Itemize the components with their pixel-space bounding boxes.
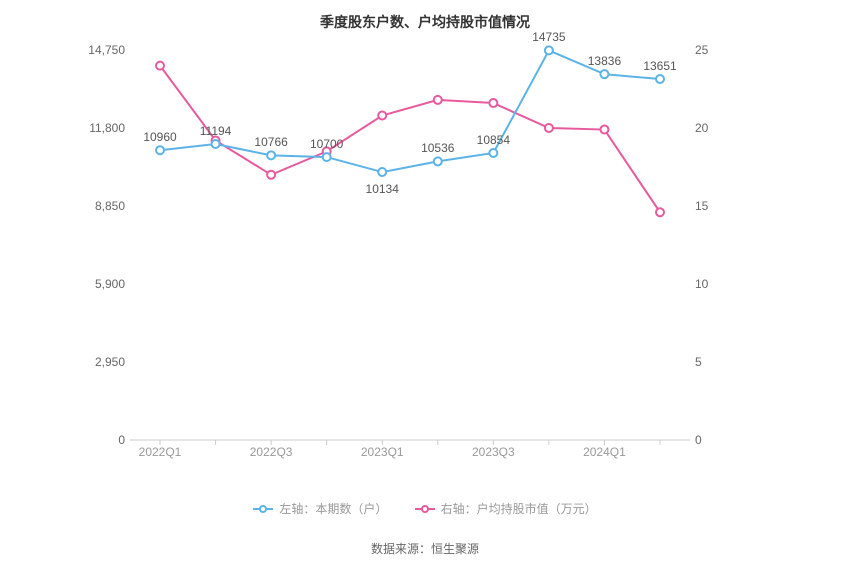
chart-title: 季度股东户数、户均持股市值情况 (0, 0, 850, 32)
y-right-tick: 5 (695, 355, 745, 369)
legend-item-series2: 右轴：户均持股市值（万元） (415, 500, 597, 517)
y-right-tick: 25 (695, 43, 745, 57)
y-left-tick: 8,850 (0, 199, 125, 213)
y-left-tick: 11,800 (0, 121, 125, 135)
y-right-tick: 10 (695, 277, 745, 291)
chart-svg (130, 50, 690, 440)
y-left-axis-labels: 02,9505,9008,85011,80014,750 (0, 50, 125, 440)
y-left-tick: 14,750 (0, 43, 125, 57)
legend-item-series1: 左轴：本期数（户） (253, 500, 387, 517)
series1-point-label: 13836 (588, 54, 621, 68)
x-tick: 2022Q1 (139, 445, 182, 459)
series1-point-label: 10700 (310, 137, 343, 151)
y-right-tick: 15 (695, 199, 745, 213)
x-tick: 2023Q3 (472, 445, 515, 459)
series1-point-label: 11194 (200, 124, 232, 138)
series1-point-label: 10134 (366, 182, 399, 196)
x-axis-labels: 2022Q1 2022Q3 2023Q1 2023Q3 2024Q1 (130, 445, 690, 465)
series1-point-label: 10766 (254, 135, 287, 149)
legend-label-series1: 左轴：本期数（户） (279, 500, 387, 517)
series1-point-label: 10854 (477, 133, 510, 147)
x-tick: 2022Q3 (250, 445, 293, 459)
y-left-tick: 2,950 (0, 355, 125, 369)
series1-point-label: 13651 (643, 59, 676, 73)
series1-point-label: 14735 (532, 30, 565, 44)
x-tick: 2023Q1 (361, 445, 404, 459)
chart-plot-area: 1096011194107661070010134105361085414735… (130, 50, 690, 440)
y-left-tick: 0 (0, 433, 125, 447)
x-tick: 2024Q1 (583, 445, 626, 459)
legend-marker-series2 (415, 504, 435, 514)
legend-marker-series1 (253, 504, 273, 514)
legend-label-series2: 右轴：户均持股市值（万元） (441, 500, 597, 517)
series1-point-label: 10536 (421, 141, 454, 155)
y-right-axis-labels: 0510152025 (695, 50, 745, 440)
y-right-tick: 20 (695, 121, 745, 135)
y-right-tick: 0 (695, 433, 745, 447)
chart-legend: 左轴：本期数（户） 右轴：户均持股市值（万元） (0, 500, 850, 517)
series1-point-label: 10960 (143, 130, 176, 144)
data-source-label: 数据来源：恒生聚源 (0, 540, 850, 557)
y-left-tick: 5,900 (0, 277, 125, 291)
